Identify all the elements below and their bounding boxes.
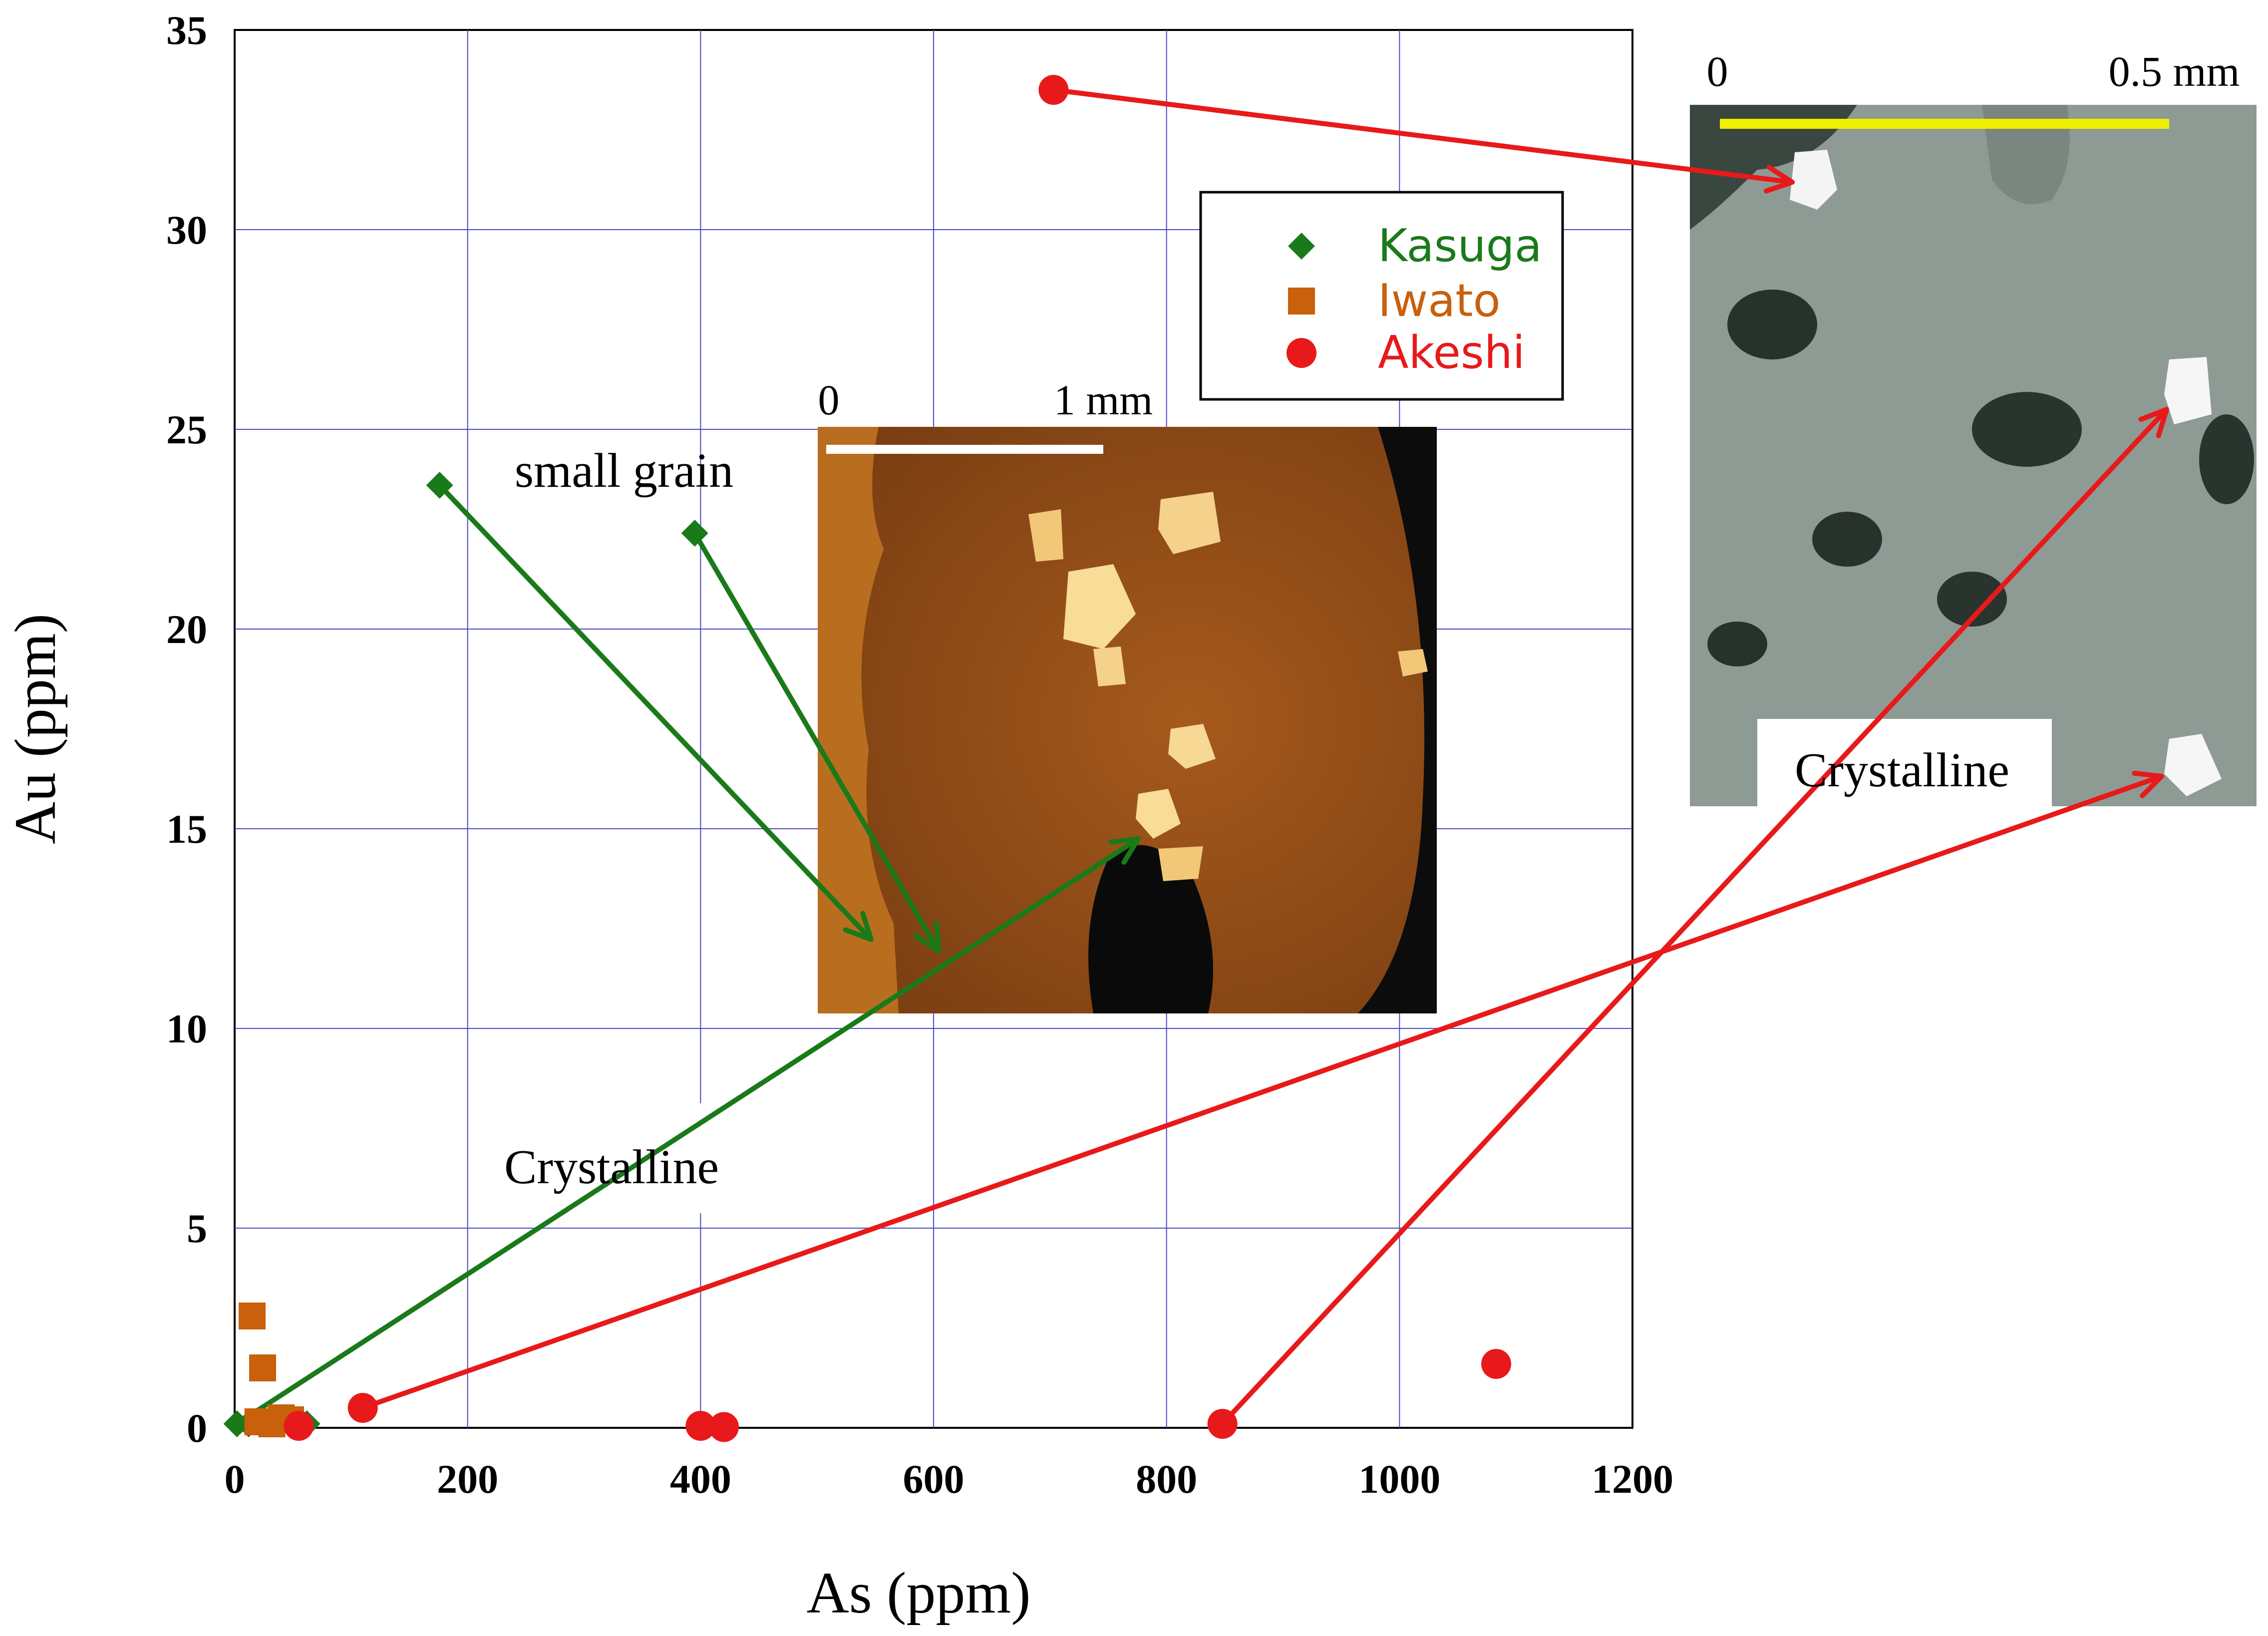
micrograph-right-sample (1690, 105, 2257, 806)
legend-box (1199, 191, 1564, 401)
pointer-arrow (362, 774, 2163, 1410)
legend: Kasuga Iwato Akeshi (1199, 191, 1564, 401)
micrograph-right-dark-blob-3 (1812, 512, 1882, 567)
pyrite-grain-top (1790, 150, 1837, 210)
grain-crystal-5 (1168, 724, 1216, 769)
legend-marker-kasuga (1288, 233, 1315, 260)
micrograph-left-scale-start: 0 (818, 376, 840, 424)
pointer-arrow (438, 483, 873, 942)
legend-marker-akeshi (1287, 338, 1316, 368)
grain-crystal-8 (1398, 649, 1428, 676)
micrograph-right-scale-end: 0.5 mm (2109, 47, 2240, 95)
pointer-arrow (235, 836, 1140, 1426)
x-axis-title: As (ppm) (806, 1560, 1030, 1626)
data-point-akeshi (1038, 75, 1069, 105)
micrograph-left-edge (818, 427, 899, 1013)
pyrite-grain-bottom (2164, 734, 2222, 796)
arrow-head (2138, 407, 2169, 438)
y-tick-label: 0 (187, 1405, 207, 1451)
micrograph-right-dark-blob-1 (1727, 290, 1817, 359)
y-tick-label: 25 (166, 407, 207, 452)
pointer-arrow (1221, 407, 2169, 1426)
micrograph-right-dark-blob-5 (1707, 622, 1767, 666)
y-tick-label: 35 (166, 7, 207, 53)
grain-crystal-2 (1063, 564, 1136, 649)
legend-label-kasuga: Kasuga (1378, 220, 1542, 272)
arrow-head (843, 911, 874, 942)
x-tick-label: 400 (670, 1456, 731, 1502)
legend-label-akeshi: Akeshi (1378, 327, 1525, 379)
x-tick-label: 800 (1136, 1456, 1197, 1502)
data-point-kasuga (681, 520, 708, 547)
legend-items (1287, 233, 1316, 368)
x-tick-label: 600 (903, 1456, 965, 1502)
pyrite-grain-middle (2164, 357, 2212, 424)
arrows (235, 87, 2169, 1426)
y-tick-label: 15 (166, 806, 207, 852)
arrow-head (2132, 770, 2164, 798)
data-point-akeshi (709, 1412, 739, 1442)
x-tick-label: 1000 (1358, 1456, 1440, 1502)
micrograph-left-scale-end: 1 mm (1054, 376, 1153, 424)
legend-marker-iwato (1288, 288, 1315, 315)
data-point-akeshi (284, 1411, 314, 1441)
data-point-akeshi (685, 1411, 716, 1441)
data-point-iwato (239, 1303, 266, 1329)
axis-ticks: 0 200 400 600 800 1000 1200 0 5 10 15 20 25 30 35 (166, 7, 1673, 1502)
micrograph-right (1690, 105, 2257, 806)
data-point-kasuga (426, 472, 453, 499)
y-tick-label: 5 (187, 1206, 207, 1251)
data-points (223, 75, 1511, 1442)
x-tick-label: 0 (225, 1456, 245, 1502)
grain-crystal-6 (1136, 789, 1181, 839)
arrow-head (1108, 836, 1141, 865)
data-point-iwato (249, 1354, 276, 1381)
micrograph-right-dark-blob-6 (2199, 414, 2254, 504)
micrograph-right-dark-area-2 (1982, 105, 2070, 204)
grain-crystal-1 (1158, 492, 1221, 554)
y-tick-label: 30 (166, 207, 207, 253)
annotation-crystalline-right: Crystalline (1795, 743, 2009, 797)
data-point-akeshi (347, 1393, 378, 1423)
x-tick-label: 1200 (1592, 1456, 1673, 1502)
y-tick-label: 20 (166, 607, 207, 652)
arrow-head (1763, 165, 1795, 194)
pointer-arrow (692, 532, 941, 953)
annotation-small-grain: small grain (515, 444, 733, 498)
data-point-akeshi (1481, 1349, 1511, 1379)
micrograph-right-dark-blob-2 (1972, 392, 2082, 467)
grain-crystal-4 (1093, 647, 1126, 686)
micrograph-left-dark-rim (1358, 427, 1437, 1013)
grain-crystal-3 (1028, 509, 1063, 562)
legend-label-iwato: Iwato (1378, 275, 1501, 327)
grain-crystal-7 (1158, 846, 1203, 881)
x-tick-label: 200 (437, 1456, 498, 1502)
annotation-crystalline-left: Crystalline (504, 1140, 719, 1194)
arrow-head (913, 921, 941, 954)
micrograph-left (818, 427, 1437, 1013)
y-tick-label: 10 (166, 1006, 207, 1051)
data-point-akeshi (1207, 1409, 1238, 1439)
micrograph-right-dark-blob-4 (1937, 572, 2007, 627)
y-axis-title: Au (ppm) (2, 614, 68, 844)
crystalline-left-label-box (479, 1103, 739, 1213)
micrograph-right-scale-start: 0 (1707, 47, 1728, 95)
pointer-arrow (1053, 87, 1793, 185)
micrograph-left-dark-void (1088, 845, 1213, 1013)
